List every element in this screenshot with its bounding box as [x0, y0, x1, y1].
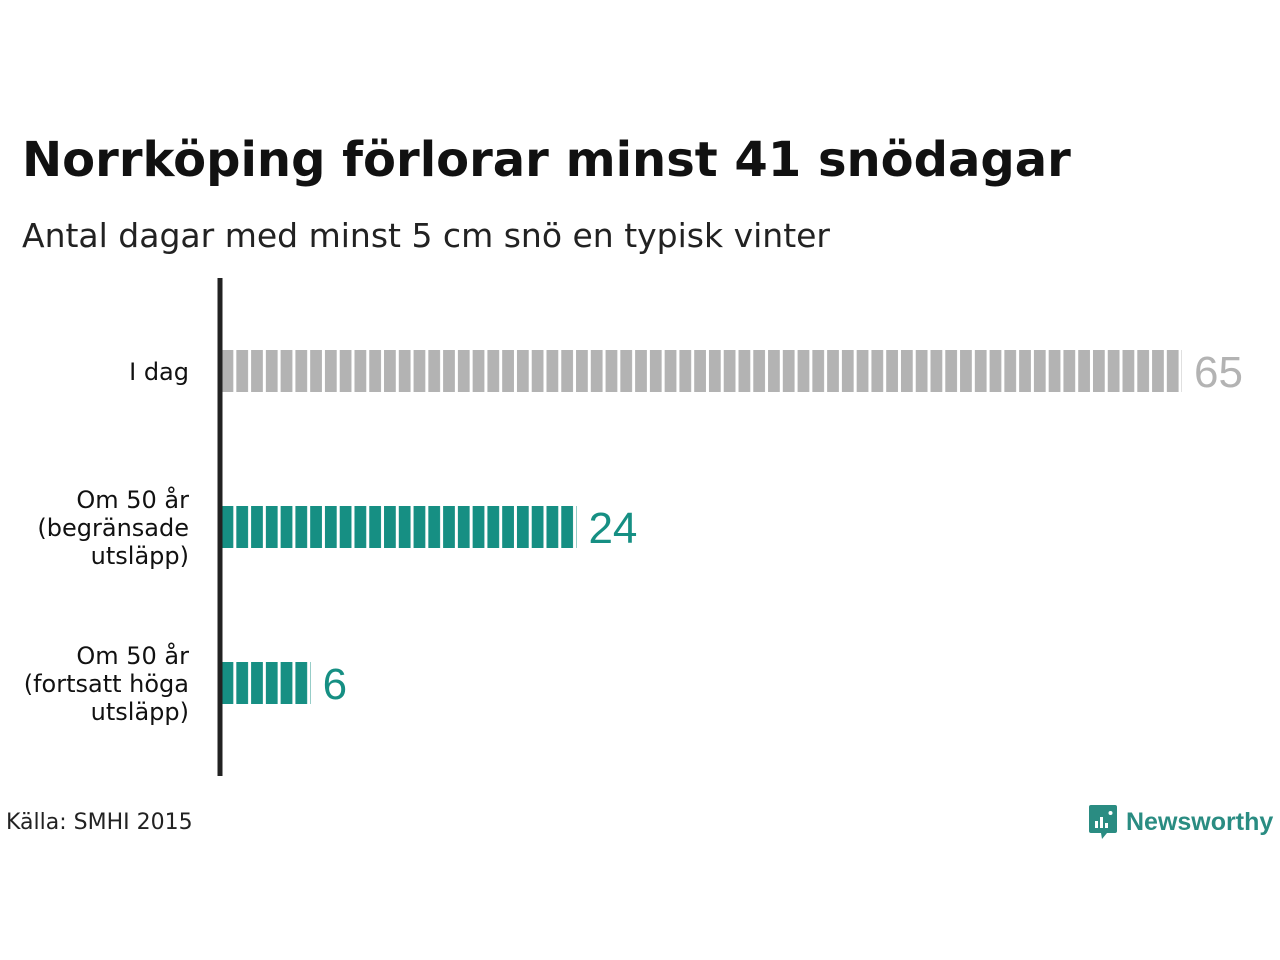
- category-label: Om 50 år (begränsade utsläpp): [37, 485, 189, 570]
- data-label: 6: [323, 660, 347, 709]
- source-note: Källa: SMHI 2015: [6, 810, 193, 835]
- data-label: 65: [1194, 348, 1243, 397]
- logo-text: Newsworthy: [1126, 807, 1274, 836]
- data-label: 24: [588, 504, 637, 553]
- chart-title: Norrköping förlorar minst 41 snödagar: [22, 132, 1071, 188]
- newsworthy-logo-icon: [1089, 805, 1117, 839]
- bar-chart: 65 I dag 24 Om 50 år (begränsade utsläpp) 6 Om …: [24, 278, 1243, 776]
- category-label: Om 50 år (fortsatt höga utsläpp): [24, 641, 189, 726]
- bar-segment-dividers: [222, 662, 311, 704]
- category-label: I dag: [129, 358, 189, 386]
- chart-subtitle: Antal dagar med minst 5 cm snö en typisk…: [22, 216, 831, 255]
- newsworthy-logo: Newsworthy: [1088, 800, 1273, 844]
- bar-segment-dividers: [222, 506, 577, 548]
- bar-segment-dividers: [222, 350, 1182, 392]
